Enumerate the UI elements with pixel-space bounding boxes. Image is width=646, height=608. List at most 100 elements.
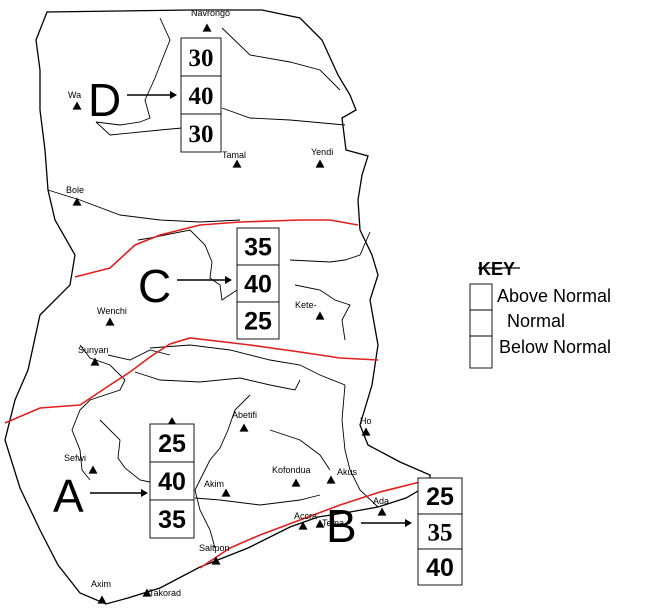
key-label-below-normal: Below Normal — [499, 337, 611, 357]
town-marker-icon — [315, 159, 325, 168]
town-marker-icon — [202, 23, 212, 32]
town-marker-icon — [72, 101, 82, 110]
town-takorad: Takorad — [142, 588, 181, 598]
zone-value-cell — [417, 548, 463, 586]
town-label: Tema — [322, 518, 344, 528]
zone-value-cell — [180, 113, 222, 153]
arrow-head-icon — [225, 276, 232, 284]
key-swatch-below-normal — [469, 335, 493, 369]
town-kofondua: Kofondua — [272, 465, 311, 487]
town-marker-icon — [90, 357, 100, 366]
town-marker-icon — [88, 465, 98, 474]
zone-value-cell — [236, 301, 280, 340]
key-swatch-normal — [469, 309, 493, 337]
town-marker-icon — [232, 159, 242, 168]
zone-letter: B — [326, 500, 357, 552]
town-tema: Tema — [315, 518, 344, 528]
zone-value: 40 — [158, 468, 186, 496]
town-marker-icon — [315, 311, 325, 320]
town-label: Saltpon — [199, 543, 230, 553]
town-ada: Ada — [373, 496, 389, 516]
town-ho: Ho — [360, 416, 372, 436]
zone-value: 25 — [158, 430, 186, 458]
zone-value-cell — [149, 461, 195, 501]
zone-value: 40 — [244, 271, 272, 299]
town-label: Ho — [360, 416, 372, 426]
zone-value-cell — [417, 477, 463, 515]
town-marker-icon — [142, 588, 152, 597]
town-wenchi: Wenchi — [97, 306, 127, 326]
town-label: Ada — [373, 496, 389, 506]
arrow-head-icon — [170, 91, 177, 99]
key-label-normal: Normal — [507, 311, 565, 331]
zone-value-cell — [149, 423, 195, 463]
town-marker-icon — [221, 488, 231, 497]
town-marker-icon — [291, 478, 301, 487]
internal-boundaries — [47, 17, 379, 549]
zone-value: 35 — [244, 234, 272, 262]
town-label: Sunyan — [78, 345, 109, 355]
zone-value: 30 — [189, 121, 214, 148]
key-label-above-normal: Above Normal — [497, 286, 611, 306]
zone-value: 30 — [189, 45, 214, 72]
map-key: KEY Above Normal Normal Below Normal — [469, 259, 611, 369]
town-marker-icon — [326, 475, 336, 484]
town-label: Axim — [91, 579, 111, 589]
zone-value-cell — [180, 37, 222, 77]
town-marker-icon — [239, 423, 249, 432]
zone-value: 40 — [426, 554, 454, 582]
zone-a: A 25 40 35 — [53, 417, 195, 539]
zone-letter: D — [88, 74, 121, 126]
key-title: KEY — [478, 259, 515, 279]
zone-b: B 25 35 40 — [326, 477, 463, 586]
town-saltpon: Saltpon — [199, 543, 230, 565]
town-marker-icon — [211, 556, 221, 565]
town-label: Bole — [66, 185, 84, 195]
town-marker-icon — [72, 197, 82, 206]
town-label: Wenchi — [97, 306, 127, 316]
town-label: Abetifi — [232, 410, 257, 420]
town-label: Kete- — [295, 300, 317, 310]
zone-letter: C — [138, 260, 171, 312]
town-label: Accra — [294, 511, 317, 521]
zone-value: 25 — [244, 308, 272, 336]
town-label: Navrongo — [191, 8, 230, 18]
zone-letter: A — [53, 470, 84, 522]
town-label: Tamal — [222, 150, 246, 160]
town-marker-icon — [105, 317, 115, 326]
town-kete: Kete- — [295, 300, 325, 320]
zone-d: D 30 40 30 — [88, 37, 222, 153]
towns-layer: Navrongo Wa Tamal Yendi Bole Wenchi Kete- Sunya… — [64, 8, 389, 604]
town-sunyan: Sunyan — [78, 345, 109, 366]
town-wa: Wa — [68, 90, 82, 110]
town-label: Takorad — [149, 588, 181, 598]
town-abetifi: Abetifi — [232, 410, 257, 432]
town-marker-icon — [315, 519, 325, 528]
town-sefwi: Sefwi — [64, 453, 98, 474]
zone-boundaries — [4, 219, 433, 569]
town-axim: Axim — [91, 579, 111, 604]
town-navrongo: Navrongo — [191, 8, 230, 32]
zone-c: C 35 40 25 — [138, 227, 280, 340]
town-akus: Akus — [326, 467, 358, 484]
town-label: Akim — [204, 479, 224, 489]
town-label: Sefwi — [64, 453, 86, 463]
town-marker-icon — [361, 427, 371, 436]
town-bole: Bole — [66, 185, 84, 206]
town-accra: Accra — [294, 511, 317, 530]
forecast-zones-layer: D 30 40 30 C 35 40 25 A 25 40 35 B 25 35 40 — [53, 37, 463, 586]
zone-value-cell — [149, 499, 195, 539]
zone-value-cell — [236, 264, 280, 303]
zone-value-cell — [236, 227, 280, 266]
town-akim: Akim — [204, 479, 231, 497]
box-marker-icon — [168, 417, 176, 424]
town-tamal: Tamal — [222, 150, 246, 168]
arrow-head-icon — [141, 489, 148, 497]
zone-value: 25 — [426, 483, 454, 511]
arrow-head-icon — [405, 519, 412, 527]
town-marker-icon — [377, 507, 387, 516]
zone-value-cell — [180, 75, 222, 115]
town-label: Kofondua — [272, 465, 311, 475]
town-yendi: Yendi — [311, 147, 333, 168]
